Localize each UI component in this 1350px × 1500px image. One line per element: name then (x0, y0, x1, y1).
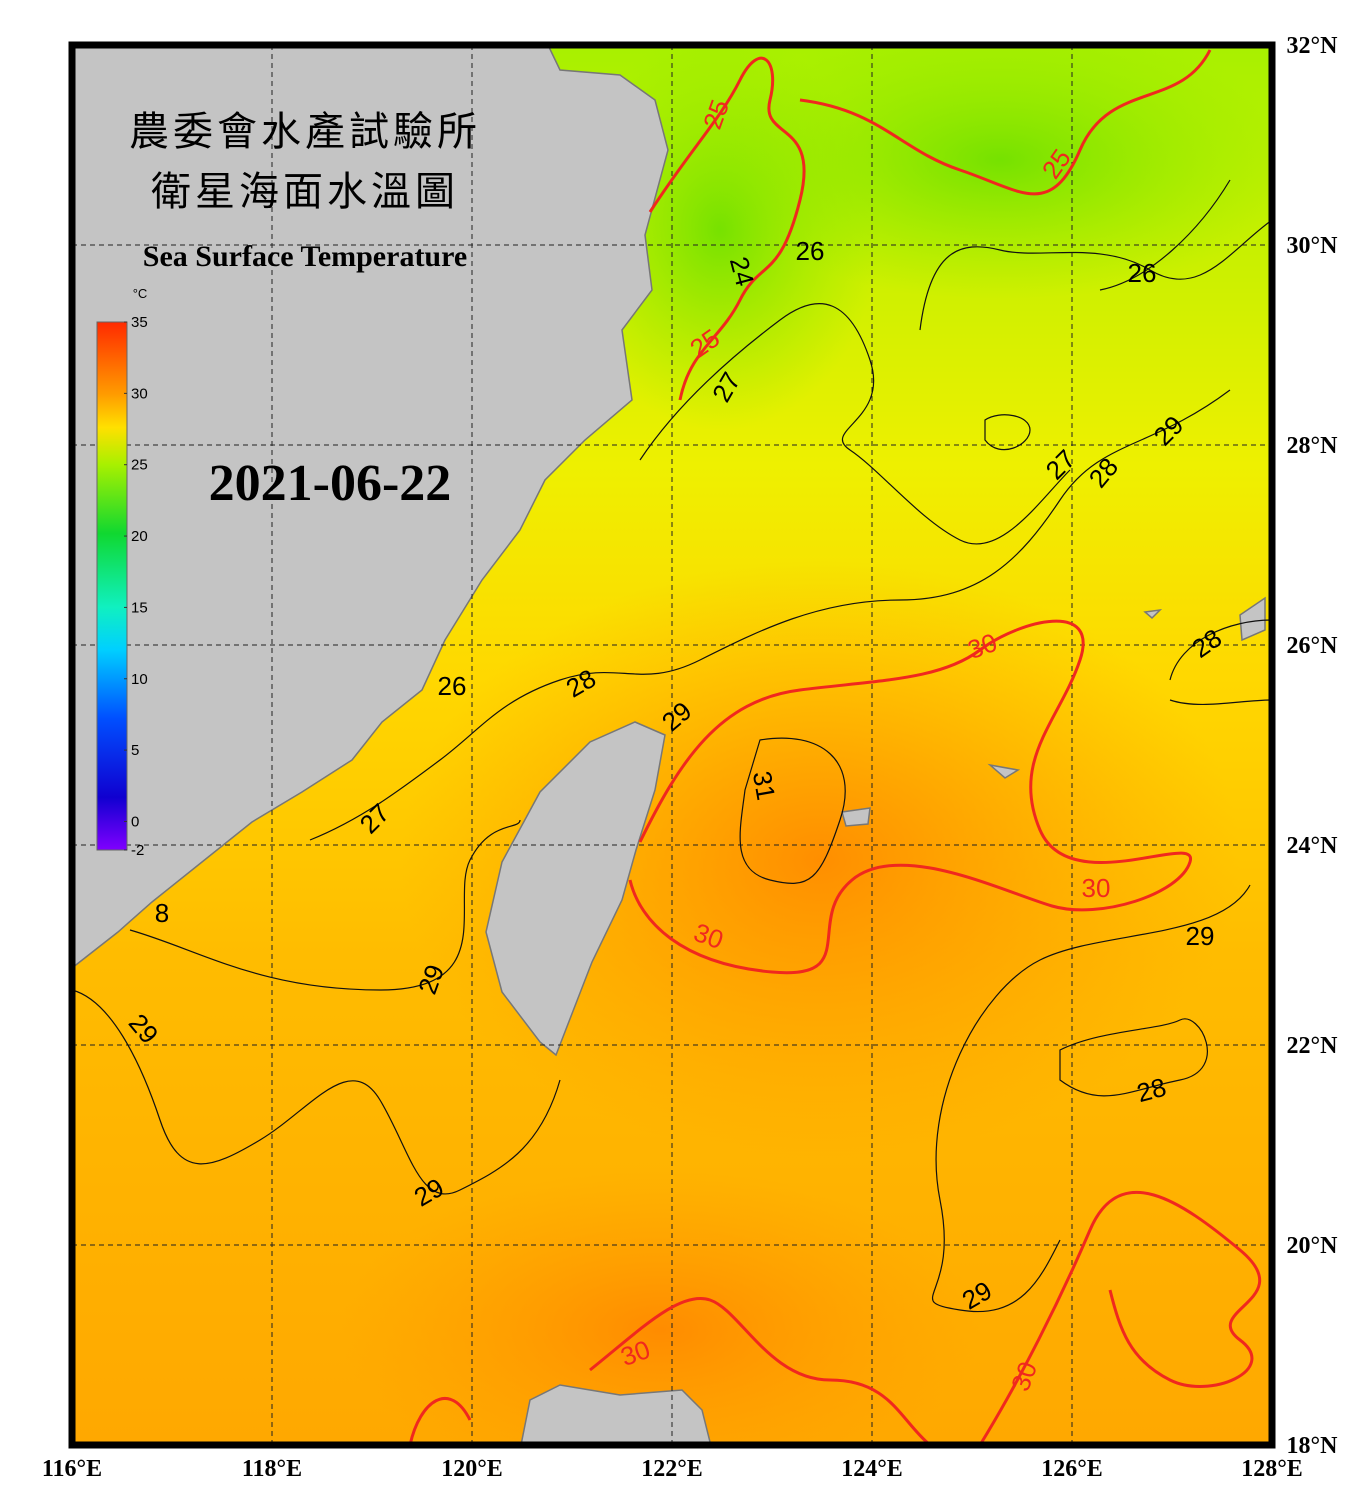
isotherm-28 (309, 389, 1231, 841)
isotherm-30 (408, 1190, 1262, 1445)
date: 2021-06-22 (209, 455, 452, 512)
colorbar (96, 321, 128, 851)
contour-label: 8 (155, 898, 169, 928)
lon-label: 118°E (242, 1456, 302, 1482)
luzon (520, 1384, 712, 1445)
cool-area (700, 45, 1272, 300)
colorbar-unit: °C (133, 286, 148, 301)
colorbar-ticks: 35 30 25 20 15 10 5 0 -2 (124, 314, 148, 859)
mainland-china (72, 45, 669, 969)
isotherm-30 (628, 619, 1192, 975)
lon-label: 128°E (1241, 1456, 1303, 1482)
lon-label: 124°E (841, 1456, 903, 1482)
contour-label: 26 (796, 236, 825, 266)
islands (841, 596, 1266, 827)
map-frame (68, 41, 1276, 1449)
colorbar-tick-label: 5 (131, 742, 139, 759)
lat-label: 26°N (1287, 633, 1339, 659)
warm-area (340, 1170, 980, 1445)
contour-label: 26 (1128, 258, 1157, 288)
isotherm-29 (931, 884, 1251, 1313)
title-en: Sea Surface Temperature (143, 240, 467, 273)
lon-label: 122°E (641, 1456, 703, 1482)
colorbar-tick-label: -2 (131, 842, 144, 859)
title-zh: 農委會水產試驗所 (129, 109, 481, 154)
isotherm-26 (919, 179, 1272, 331)
contour-label: 29 (1186, 921, 1215, 951)
isotherm-25 (799, 49, 1212, 196)
warm-area (400, 560, 1240, 1160)
axis-labels: 116°E 118°E 120°E 122°E 124°E 126°E 128°E 32°N 3… (42, 33, 1338, 1482)
colorbar-tick-label: 25 (131, 457, 148, 474)
colorbar-tick-label: 15 (131, 599, 148, 616)
contour-label: 26 (438, 671, 467, 701)
title-zh: 衛星海面水溫圖 (151, 169, 459, 214)
lat-label: 20°N (1287, 1233, 1339, 1259)
lat-label: 22°N (1287, 1033, 1339, 1059)
lat-label: 18°N (1287, 1433, 1339, 1459)
contour-label: 30 (1082, 873, 1111, 903)
isotherm-29 (72, 989, 561, 1195)
isotherms (72, 49, 1272, 1445)
lat-label: 28°N (1287, 433, 1339, 459)
colorbar-tick-label: 0 (131, 813, 139, 830)
isotherm-30 (589, 1297, 931, 1445)
colorbar-tick-label: 20 (131, 528, 148, 545)
contour-label: 31 (747, 769, 782, 803)
isotherm-28 (129, 819, 521, 991)
isotherm-28 (984, 414, 1272, 706)
isotherm-27 (639, 303, 1071, 545)
colorbar-tick-label: 10 (131, 671, 148, 688)
isotherm-25 (648, 56, 806, 401)
isotherm-31 (739, 737, 846, 884)
lat-label: 30°N (1287, 233, 1339, 259)
taiwan (485, 721, 666, 1057)
isotherm-28 (1059, 1018, 1208, 1097)
lat-label: 24°N (1287, 833, 1339, 859)
land (72, 45, 1266, 1445)
lon-label: 126°E (1041, 1456, 1103, 1482)
colorbar-tick-label: 30 (131, 385, 148, 402)
lat-label: 32°N (1287, 33, 1339, 59)
lon-label: 120°E (441, 1456, 503, 1482)
colorbar-tick-label: 35 (131, 314, 148, 331)
lon-label: 116°E (42, 1456, 102, 1482)
